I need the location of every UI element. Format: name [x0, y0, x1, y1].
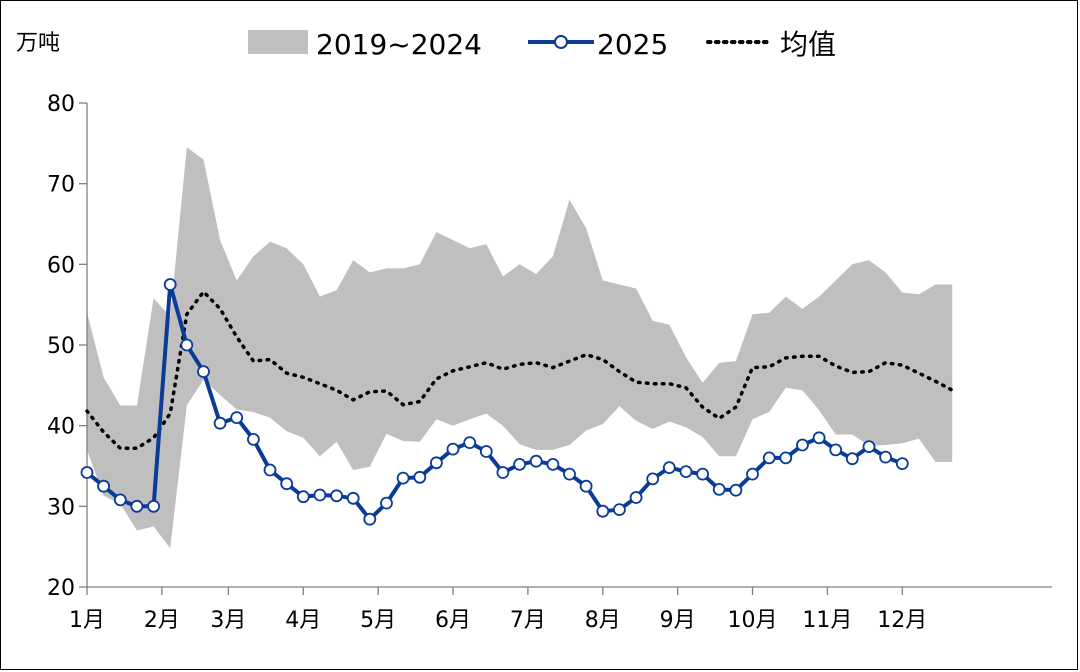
- point-2025-31: [596, 504, 610, 518]
- y-tick-label-80: 80: [47, 92, 75, 117]
- x-tick-label-11: 11月: [802, 608, 852, 633]
- y-tick-label-60: 60: [47, 253, 75, 278]
- legend-label-2025: 2025: [597, 28, 668, 61]
- point-2025-22: [446, 442, 460, 456]
- point-2025-36: [679, 465, 693, 479]
- point-2025-40: [746, 467, 759, 481]
- point-2025-2: [113, 493, 127, 507]
- point-2025-39: [729, 483, 743, 497]
- point-2025-9: [230, 411, 244, 425]
- mean-line-layer: [85, 289, 954, 451]
- point-2025-45: [829, 443, 843, 457]
- point-2025-43: [796, 438, 809, 452]
- y-tick-label-50: 50: [47, 334, 75, 359]
- point-2025-42: [779, 451, 793, 465]
- point-2025-1: [97, 479, 110, 493]
- point-2025-27: [529, 454, 543, 468]
- point-2025-38: [712, 482, 726, 496]
- point-2025-0: [80, 466, 94, 479]
- point-2025-8: [213, 416, 227, 430]
- y-tick-label-70: 70: [47, 173, 75, 198]
- x-tick-label-10: 10月: [728, 608, 778, 633]
- point-2025-4: [147, 499, 161, 513]
- x-tick-label-3: 3月: [210, 608, 246, 633]
- y-tick-label-20: 20: [47, 576, 75, 601]
- mean-line: [85, 289, 954, 451]
- x-tick-layer: 1月 2月 3月 4月 5月 6月 7月 8月 9月 10月 11月 12月: [69, 587, 927, 633]
- point-2025-17: [363, 512, 377, 526]
- point-2025-24: [479, 445, 493, 458]
- x-tick-label-9: 9月: [660, 608, 696, 633]
- y-unit-label: 万吨: [16, 31, 60, 56]
- x-tick-label-6: 6月: [435, 608, 471, 633]
- x-tick-label-5: 5月: [360, 608, 396, 633]
- x-tick-label-1: 1月: [69, 608, 105, 633]
- point-2025-37: [696, 467, 709, 481]
- point-2025-32: [613, 503, 626, 517]
- point-2025-41: [762, 451, 776, 465]
- range-band-2019-2024: [87, 147, 953, 549]
- point-2025-26: [513, 457, 526, 471]
- point-2025-5: [163, 278, 177, 291]
- point-2025-12: [280, 477, 294, 491]
- point-2025-34: [646, 472, 660, 486]
- point-2025-35: [662, 461, 676, 475]
- point-2025-16: [346, 491, 360, 505]
- point-2025-6: [180, 338, 194, 352]
- x-tick-label-2: 2月: [144, 608, 180, 633]
- point-2025-15: [330, 489, 344, 503]
- y-tick-layer: 20 30 40 50 60 70 80: [47, 92, 87, 601]
- point-2025-3: [130, 499, 144, 513]
- line-2025-layer: [80, 278, 909, 526]
- x-tick-label-4: 4月: [285, 608, 321, 633]
- point-2025-23: [463, 436, 477, 450]
- point-2025-33: [629, 491, 643, 504]
- legend-label-band: 2019~2024: [316, 28, 482, 61]
- x-tick-label-8: 8月: [585, 608, 621, 633]
- range-band-layer: [87, 147, 953, 549]
- x-tick-label-7: 7月: [510, 608, 546, 633]
- point-2025-7: [197, 365, 210, 379]
- point-2025-18: [380, 496, 393, 510]
- point-2025-46: [845, 452, 859, 466]
- point-2025-25: [496, 466, 510, 479]
- legend: 2019~2024 2025 均值: [248, 28, 836, 61]
- point-2025-48: [879, 450, 892, 464]
- point-2025-21: [429, 456, 443, 470]
- legend-swatch-band: [248, 30, 308, 54]
- point-2025-28: [546, 457, 560, 471]
- point-2025-29: [563, 467, 576, 481]
- point-2025-14: [313, 488, 327, 502]
- point-2025-20: [413, 470, 427, 484]
- point-2025-11: [263, 463, 277, 477]
- point-2025-19: [396, 471, 410, 485]
- point-2025-13: [296, 490, 310, 504]
- legend-swatch-2025-marker: [554, 35, 568, 49]
- point-2025-49: [895, 457, 909, 471]
- point-2025-47: [862, 440, 876, 454]
- x-tick-label-12: 12月: [877, 608, 927, 633]
- point-2025-44: [812, 431, 826, 445]
- point-2025-30: [579, 479, 593, 493]
- legend-label-mean: 均值: [780, 28, 836, 61]
- y-tick-label-30: 30: [47, 495, 75, 520]
- y-tick-label-40: 40: [47, 415, 75, 440]
- point-2025-10: [246, 432, 260, 446]
